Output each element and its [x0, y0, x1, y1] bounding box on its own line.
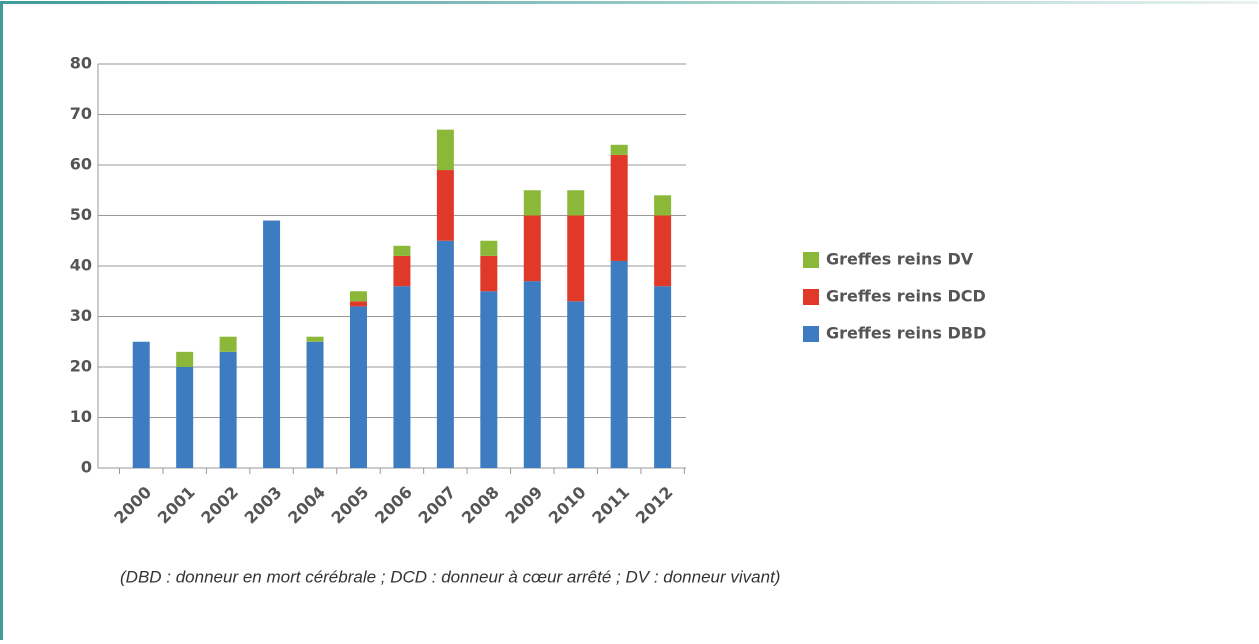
legend-label: Greffes reins DCD [826, 287, 986, 306]
y-tick-label: 50 [70, 205, 92, 224]
legend-swatch [803, 289, 819, 305]
bar-segment [567, 301, 585, 468]
bar-segment [349, 306, 367, 468]
bar-segment [480, 291, 498, 468]
bar-segment [436, 240, 454, 468]
bar-segment [523, 281, 541, 468]
bar-segment [480, 255, 498, 292]
legend-swatch [803, 252, 819, 268]
bar-segment [610, 260, 628, 468]
bar-segment [523, 215, 541, 282]
bar-segment [567, 190, 585, 216]
y-tick-label: 40 [70, 256, 92, 275]
legend-label: Greffes reins DBD [826, 324, 986, 343]
y-tick-label: 60 [70, 155, 92, 174]
bar-segment [654, 286, 672, 468]
legend-label: Greffes reins DV [826, 250, 974, 269]
bar-segment [176, 351, 194, 367]
bar-segment [610, 144, 628, 155]
x-tick-label: 2006 [371, 483, 416, 528]
x-tick-label: 2005 [328, 483, 373, 528]
bar-segment [306, 341, 324, 468]
legend-swatch [803, 326, 819, 342]
footnote: (DBD : donneur en mort cérébrale ; DCD :… [120, 567, 780, 586]
bar-segment [567, 215, 585, 302]
bar-segment [393, 286, 411, 468]
bar-segment [349, 291, 367, 302]
bar-segment [132, 341, 150, 468]
bar-segment [349, 301, 367, 307]
bar-segment [523, 190, 541, 216]
x-tick-label: 2002 [197, 483, 242, 528]
bar-segment [263, 220, 281, 468]
bar-segment [610, 154, 628, 261]
y-tick-label: 80 [70, 54, 92, 73]
x-tick-label: 2010 [545, 483, 590, 528]
bar-segment [393, 245, 411, 256]
bar-segment [654, 195, 672, 216]
x-tick-label: 2000 [110, 483, 155, 528]
bar-segment [436, 170, 454, 241]
frame-top [1, 1, 1258, 4]
y-tick-label: 0 [81, 458, 92, 477]
bar-segment [436, 129, 454, 171]
bar-segment [219, 336, 237, 352]
bar-segment [306, 336, 324, 342]
bar-segment [176, 367, 194, 468]
frame-left [0, 1, 3, 640]
y-tick-label: 20 [70, 357, 92, 376]
bar-segment [480, 240, 498, 256]
y-tick-label: 70 [70, 104, 92, 123]
x-tick-label: 2007 [414, 483, 459, 528]
x-tick-label: 2009 [501, 483, 546, 528]
bar-segment [219, 351, 237, 468]
x-tick-label: 2008 [458, 483, 503, 528]
x-tick-label: 2012 [632, 483, 677, 528]
bar-segment [654, 215, 672, 287]
y-tick-label: 10 [70, 407, 92, 426]
x-tick-label: 2011 [588, 483, 633, 528]
x-tick-label: 2001 [154, 483, 199, 528]
y-tick-label: 30 [70, 306, 92, 325]
bar-segment [393, 255, 411, 287]
x-tick-label: 2004 [284, 483, 329, 528]
x-tick-label: 2003 [241, 483, 286, 528]
